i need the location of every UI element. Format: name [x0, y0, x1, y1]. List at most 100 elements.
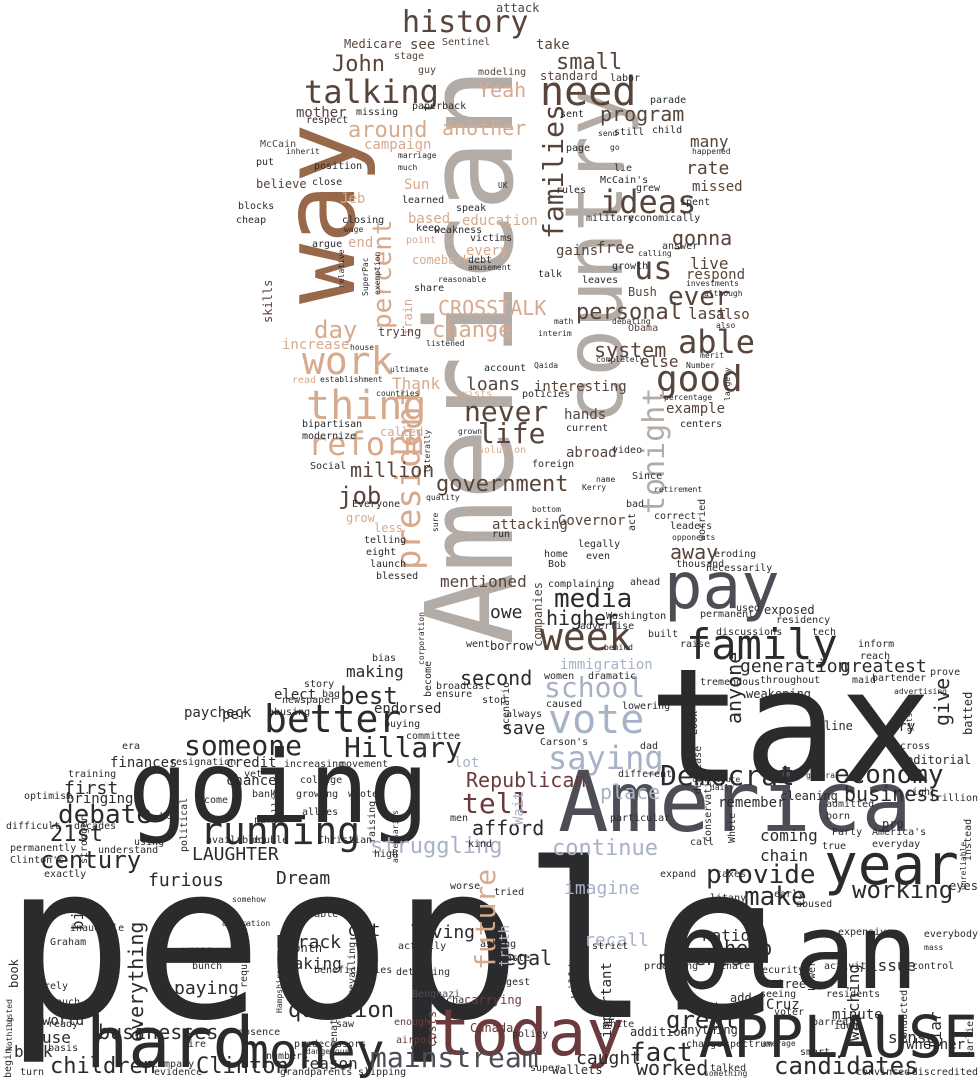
cloud-word-right: right: [906, 787, 937, 798]
cloud-word-give: give: [930, 677, 954, 726]
cloud-word-anyone: anyone: [722, 652, 746, 725]
cloud-word-inform: inform: [858, 639, 895, 650]
cloud-word-caught: caught: [576, 1048, 642, 1069]
cloud-word-paycheck: paycheck: [184, 705, 252, 721]
cloud-word-ever: ever: [668, 282, 731, 312]
cloud-word-allies: allies: [302, 807, 339, 818]
cloud-word-residents: residents: [826, 989, 881, 1000]
cloud-word-cruz: Cruz: [766, 997, 800, 1013]
cloud-word-tech: tech: [812, 627, 837, 638]
cloud-word-interim: interim: [538, 329, 572, 338]
cloud-word-dry: dry: [890, 719, 916, 735]
cloud-word-fact: fact: [630, 1038, 693, 1068]
cloud-word-used: used: [736, 603, 761, 614]
cloud-word-spent: spent: [680, 197, 711, 208]
cloud-word-example: example: [666, 401, 726, 417]
cloud-word-corporation: corporation: [417, 611, 426, 665]
cloud-word-throughout: throughout: [760, 675, 821, 686]
cloud-word-foreign: foreign: [532, 459, 575, 470]
cloud-word-world: world: [42, 1013, 85, 1029]
cloud-word-solution: solution: [478, 445, 527, 456]
cloud-word-advertising: advertising: [894, 687, 947, 696]
cloud-word-respond: respond: [686, 267, 746, 283]
cloud-word-weakening: weakening: [746, 687, 812, 701]
cloud-word-ultimate: ultimate: [390, 365, 429, 374]
cloud-word-make: make: [744, 882, 807, 912]
cloud-word-discussions: discussions: [716, 627, 783, 638]
cloud-word-wage: wage: [344, 225, 364, 234]
cloud-word-rely: rely: [44, 981, 69, 992]
cloud-word-america: America: [558, 753, 913, 851]
cloud-word-super: super: [530, 1063, 561, 1074]
cloud-word-necessarily: necessarily: [706, 563, 773, 574]
cloud-word-opponents: opponents: [672, 533, 716, 542]
cloud-word-double: double: [252, 835, 289, 846]
cloud-word-hillary: Hillary: [344, 731, 463, 764]
cloud-word-willing: willing: [567, 947, 581, 999]
cloud-word-security: Security: [756, 965, 805, 976]
cloud-word-use: use: [42, 1028, 71, 1047]
cloud-word-men: men: [450, 813, 469, 824]
cloud-word-else: else: [640, 352, 679, 371]
cloud-word-voter: voter: [774, 1007, 805, 1018]
cloud-word-debt: debt: [468, 255, 493, 266]
cloud-word-gonna: gonna: [672, 226, 733, 250]
cloud-word-first: first: [64, 778, 119, 799]
cloud-word-dad: dad: [640, 741, 659, 752]
cloud-word-owe: owe: [490, 602, 523, 623]
cloud-word-blocks: blocks: [238, 201, 275, 212]
cloud-word-weakness: weakness: [434, 225, 483, 236]
cloud-word-washington: Washington: [606, 611, 667, 622]
cloud-word-sallie: Sallie: [271, 789, 282, 826]
cloud-word-launch: launch: [370, 559, 407, 570]
cloud-word-stop: stop: [482, 695, 507, 706]
cloud-word-something: something: [704, 1069, 748, 1078]
cloud-word-million: million: [350, 458, 435, 482]
cloud-word-close: close: [312, 177, 343, 188]
cloud-word-lowering: lowering: [622, 701, 671, 712]
cloud-word-wait: Wait: [511, 791, 527, 825]
cloud-word-number: Number: [686, 361, 715, 370]
cloud-word-businesses: businesses: [98, 1020, 219, 1044]
cloud-word-wrong: wrong: [182, 945, 213, 956]
cloud-word-tried: tried: [494, 887, 525, 898]
cloud-word-countries: countries: [376, 389, 420, 398]
cloud-word-trillion: trillion: [929, 793, 978, 804]
cloud-word-broadcast: broadcast: [436, 681, 491, 692]
cloud-word-relative: relative: [337, 249, 346, 288]
cloud-word-help: help: [724, 936, 773, 960]
cloud-word-school: school: [544, 671, 646, 704]
cloud-word-back: back: [14, 1042, 53, 1061]
cloud-word-expensive: expensive: [838, 927, 893, 938]
cloud-word-exposed: exposed: [764, 603, 815, 617]
cloud-word-worried: worried: [697, 499, 708, 542]
cloud-word-bank: bank: [252, 789, 277, 800]
cloud-word-furious: furious: [148, 870, 224, 891]
cloud-word-wrote: wrote: [348, 789, 379, 800]
cloud-word-leaves: leaves: [582, 275, 619, 286]
cloud-word-talking: talking: [304, 73, 439, 111]
cloud-word-decrease: decrease: [693, 745, 704, 794]
cloud-word-went: went: [466, 639, 491, 650]
cloud-word-christian: Christian: [318, 835, 373, 846]
cloud-word-era: era: [122, 741, 141, 752]
cloud-word-earlier: earlier: [965, 1015, 976, 1058]
cloud-word-history: history: [402, 5, 529, 40]
cloud-word-hands: hands: [564, 407, 607, 423]
cloud-word-account: account: [484, 363, 527, 374]
cloud-word-bipartisan: bipartisan: [302, 419, 363, 430]
cloud-word-policy: policy: [512, 1029, 549, 1040]
cloud-word-policies: policies: [522, 389, 571, 400]
cloud-word-ahead: ahead: [630, 577, 661, 588]
cloud-word-raise: raise: [680, 639, 711, 650]
cloud-word-batted: batted: [961, 691, 975, 735]
cloud-word-thing: thing: [306, 383, 427, 429]
cloud-word-ensure: ensure: [436, 689, 473, 700]
cloud-word-governor: Governor: [558, 513, 626, 529]
cloud-word-change: change: [432, 318, 512, 343]
cloud-word-whole: Whole: [727, 812, 738, 843]
cloud-word-kind: kind: [468, 839, 493, 850]
cloud-word-sense: sense: [888, 1028, 937, 1047]
cloud-word-house: house: [350, 343, 375, 352]
cloud-word-jeb: Jeb: [340, 191, 366, 207]
